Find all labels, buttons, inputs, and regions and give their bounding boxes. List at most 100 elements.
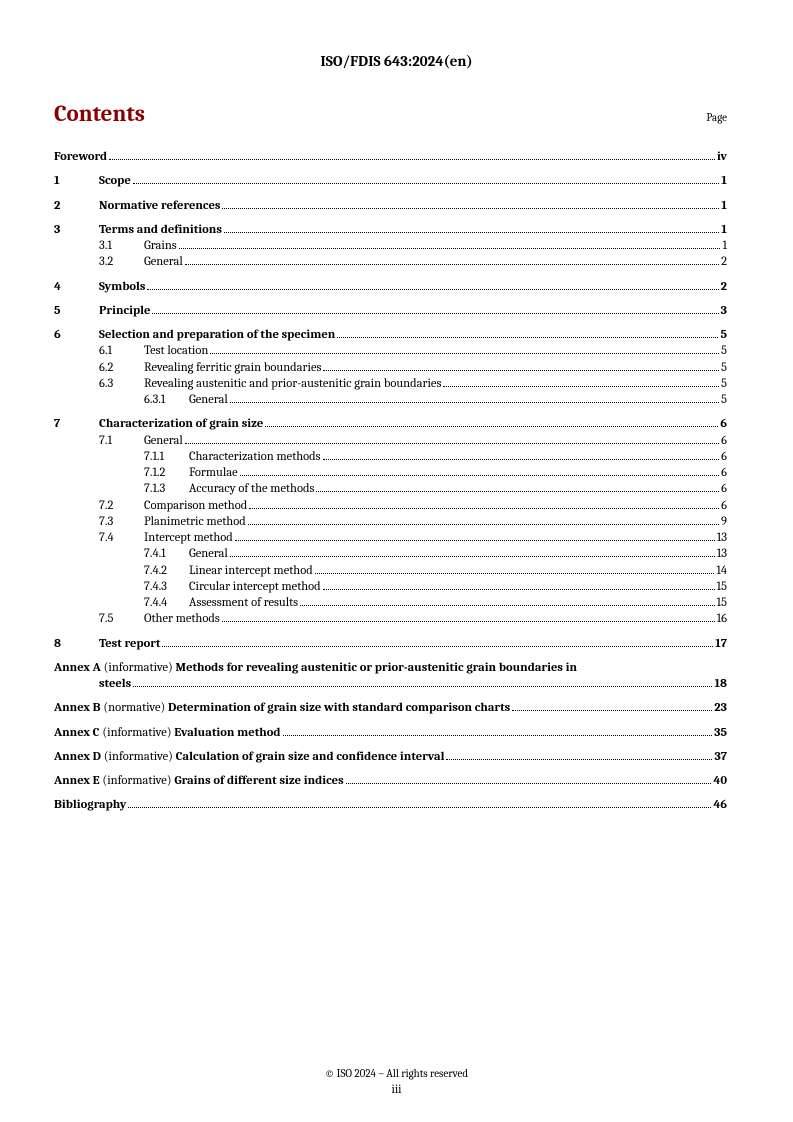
toc-entry: 2Normative references1 — [54, 198, 739, 214]
toc-subentry: 7.5Other methods16 — [54, 611, 739, 627]
toc-label: Annex D (informative) Calculation of gra… — [54, 749, 444, 765]
toc-subentry: 7.3Planimetric method9 — [54, 514, 739, 530]
toc-label: General — [144, 254, 183, 270]
toc-leader — [249, 508, 719, 509]
toc-leader — [315, 573, 715, 574]
toc-label: Test report — [99, 636, 160, 652]
toc-leader — [133, 183, 720, 184]
toc-label: Foreword — [54, 149, 107, 165]
toc-number: 7.4.3 — [144, 579, 189, 595]
toc-page: 23 — [714, 700, 727, 716]
toc-number: 6.2 — [99, 360, 144, 376]
contents-title: Contents — [54, 100, 145, 127]
toc-number: 6 — [54, 327, 99, 343]
toc-subsubentry: 7.4.3Circular intercept method15 — [54, 579, 739, 595]
page-column-label: Page — [706, 111, 727, 124]
toc-number: 6.1 — [99, 343, 144, 359]
toc-leader — [337, 337, 718, 338]
toc-number: 7.4.1 — [144, 546, 189, 562]
toc-number: 7.5 — [99, 611, 144, 627]
toc-entry: 4Symbols2 — [54, 279, 739, 295]
toc-subentry: 6.2Revealing ferritic grain boundaries5 — [54, 360, 739, 376]
toc-leader — [323, 589, 715, 590]
toc-annex-entry: Annex E (informative) Grains of differen… — [54, 773, 739, 789]
toc-page: 1 — [722, 238, 727, 254]
toc-number: 1 — [54, 173, 99, 189]
toc-label: Other methods — [144, 611, 220, 627]
toc-entry: Foreword iv — [54, 149, 739, 165]
toc-label: Annex C (informative) Evaluation method — [54, 725, 281, 741]
toc-leader — [222, 621, 715, 622]
toc-leader — [230, 556, 715, 557]
toc-entry: 6Selection and preparation of the specim… — [54, 327, 739, 343]
toc-label: General — [189, 392, 228, 408]
toc-page: 9 — [721, 514, 727, 530]
title-row: Contents Page — [54, 100, 739, 127]
toc-number: 7.4 — [99, 530, 144, 546]
toc-leader — [147, 289, 718, 290]
toc-number: 7.1.1 — [144, 449, 189, 465]
toc-leader — [179, 248, 721, 249]
toc-page: 2 — [721, 279, 727, 295]
toc-entry: Bibliography46 — [54, 797, 739, 813]
toc-number: 2 — [54, 198, 99, 214]
toc-number: 7.4.4 — [144, 595, 189, 611]
toc-page: 18 — [714, 676, 727, 692]
toc-label: Characterization methods — [189, 449, 321, 465]
toc-label: Principle — [99, 303, 150, 319]
toc-annex-entry: Annex A (informative) Methods for reveal… — [54, 660, 739, 676]
toc-leader — [512, 710, 712, 711]
toc-leader — [283, 735, 713, 736]
toc-leader — [323, 370, 719, 371]
toc-leader — [446, 759, 712, 760]
toc-label: Revealing ferritic grain boundaries — [144, 360, 321, 376]
toc-page: 5 — [721, 343, 727, 359]
toc-leader — [230, 402, 719, 403]
toc-label: steels — [99, 676, 131, 692]
toc-leader — [185, 443, 719, 444]
toc-page: 6 — [721, 481, 727, 497]
toc-leader — [265, 426, 718, 427]
toc-leader — [152, 313, 718, 314]
toc-label: Formulae — [189, 465, 238, 481]
toc-number: 5 — [54, 303, 99, 319]
toc-page: 6 — [720, 416, 727, 432]
toc-number: 7.1 — [99, 433, 144, 449]
toc-number: 8 — [54, 636, 99, 652]
toc-label: Scope — [99, 173, 131, 189]
toc-entry: 3Terms and definitions1 — [54, 222, 739, 238]
toc-page: 13 — [717, 530, 727, 546]
toc-subsubentry: 7.1.3Accuracy of the methods6 — [54, 481, 739, 497]
toc-page: 13 — [717, 546, 727, 562]
toc-page: iv — [717, 149, 727, 165]
toc-subentry: 7.2Comparison method6 — [54, 498, 739, 514]
toc-label: Grains — [144, 238, 177, 254]
toc-leader — [222, 208, 719, 209]
toc-leader — [235, 540, 715, 541]
toc-subsubentry: 7.1.2Formulae6 — [54, 465, 739, 481]
toc-label: Circular intercept method — [189, 579, 321, 595]
toc-page: 1 — [721, 222, 727, 238]
toc-page: 46 — [713, 797, 727, 813]
toc-subentry: 6.1Test location5 — [54, 343, 739, 359]
toc-subentry: 6.3Revealing austenitic and prior-austen… — [54, 376, 739, 392]
toc-number: 7.1.3 — [144, 481, 189, 497]
toc-subsubentry: 7.4.2Linear intercept method14 — [54, 563, 739, 579]
toc-label: Planimetric method — [144, 514, 246, 530]
toc-label: Annex E (informative) Grains of differen… — [54, 773, 344, 789]
toc-page: 40 — [713, 773, 727, 789]
toc-page: 6 — [721, 433, 727, 449]
toc-page: 5 — [721, 376, 727, 392]
toc-subentry: 7.4Intercept method 13 — [54, 530, 739, 546]
toc-number: 6.3.1 — [144, 392, 189, 408]
toc-page: 17 — [715, 636, 727, 652]
toc-leader — [323, 459, 720, 460]
toc-page: 6 — [721, 498, 727, 514]
toc-label: Intercept method — [144, 530, 233, 546]
toc-label: Linear intercept method — [189, 563, 313, 579]
copyright-footer: © ISO 2024 – All rights reserved — [0, 1067, 793, 1080]
table-of-contents: Forewordiv1Scope12Normative references13… — [54, 149, 739, 814]
toc-page: 1 — [721, 173, 727, 189]
toc-leader — [210, 353, 719, 354]
toc-number: 7.4.2 — [144, 563, 189, 579]
